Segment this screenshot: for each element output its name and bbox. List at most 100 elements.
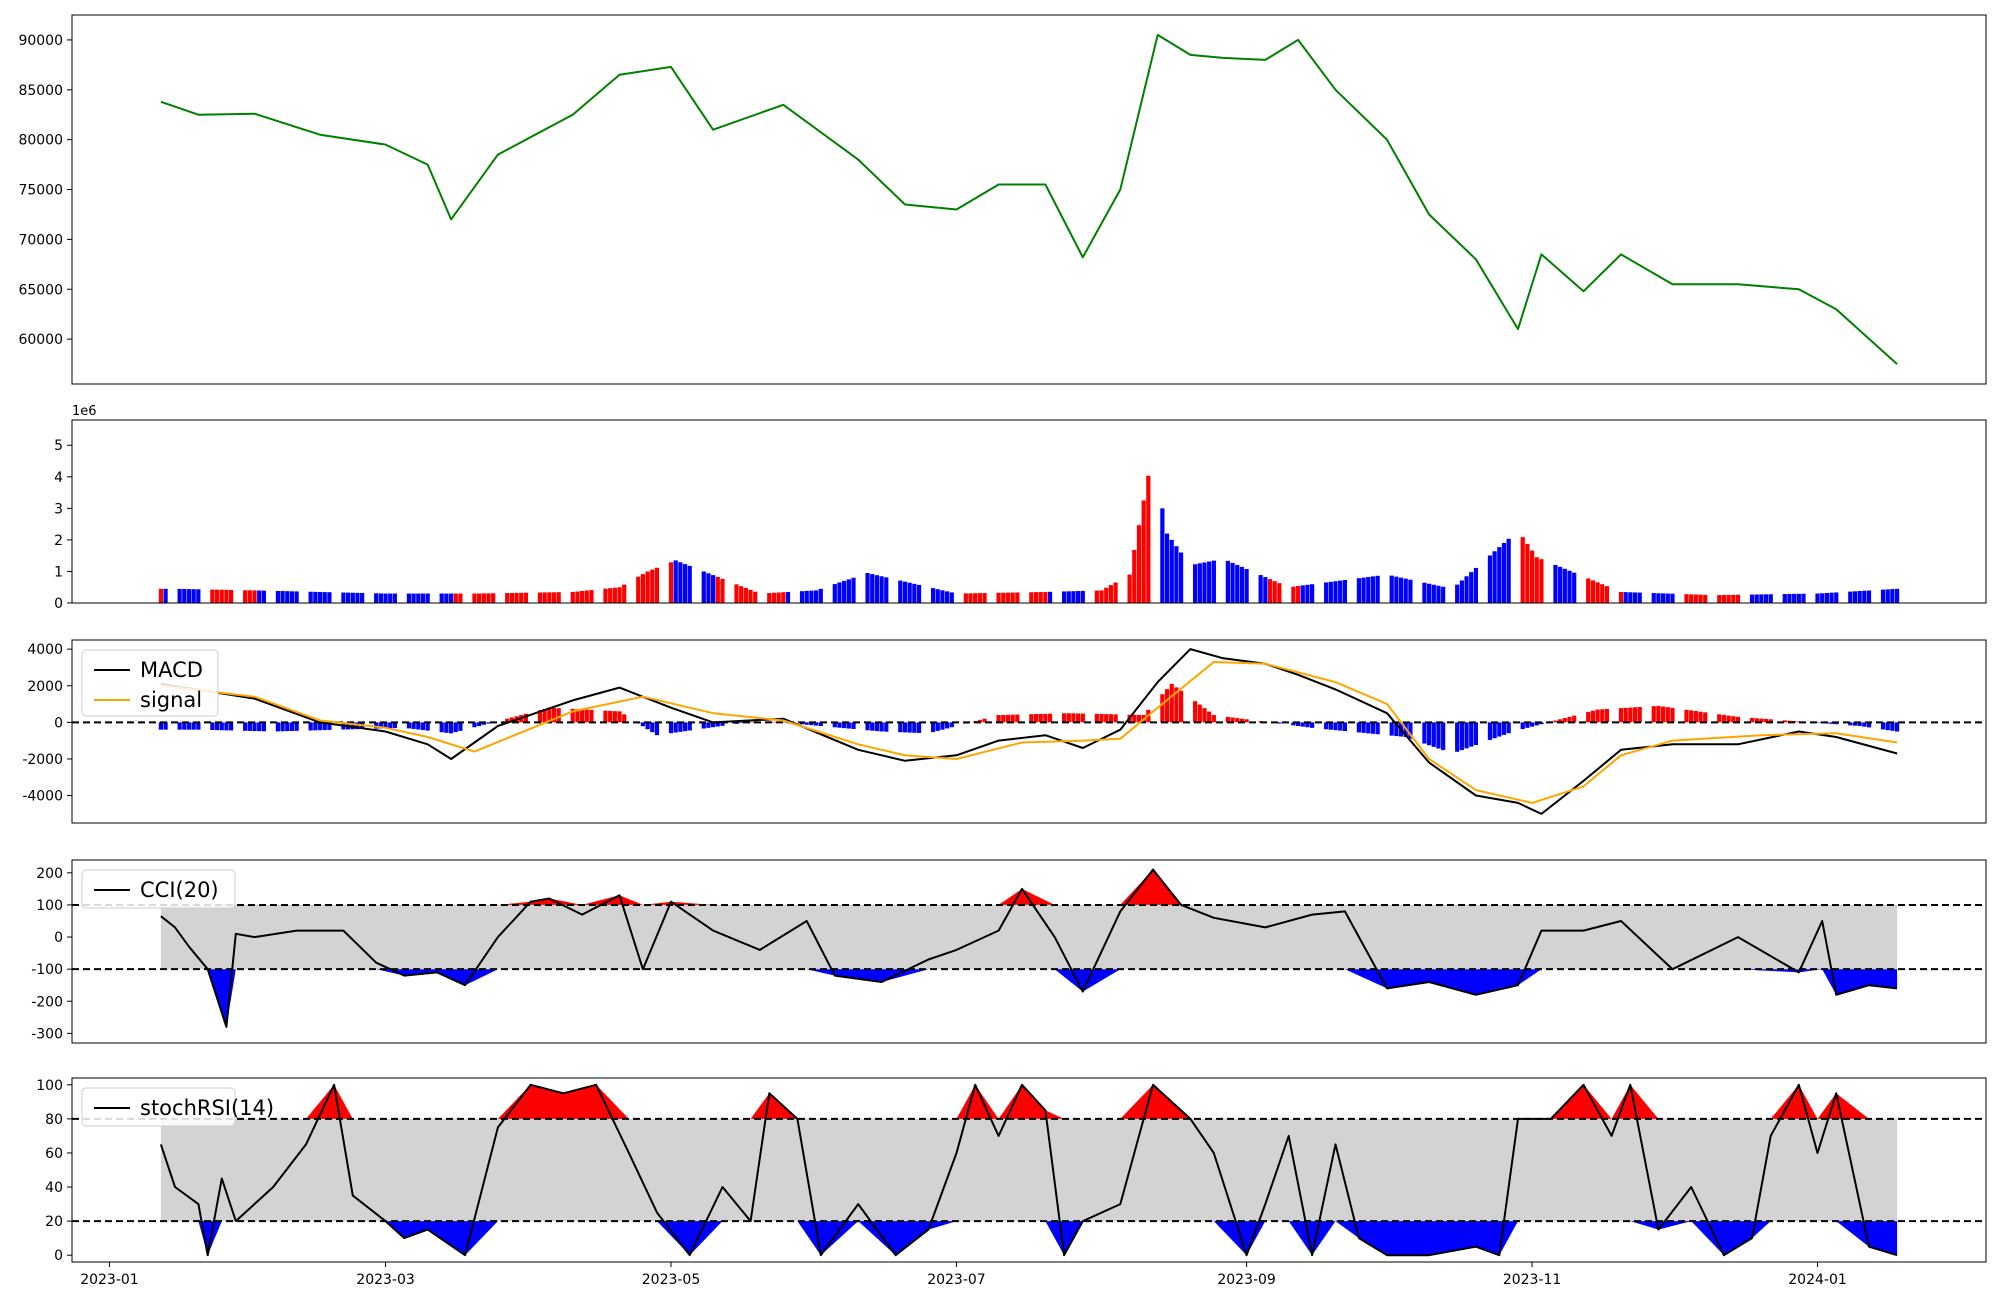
macd-histogram-bar — [879, 722, 884, 732]
macd-histogram-bar — [177, 722, 182, 730]
macd-histogram-bar — [505, 718, 510, 723]
macd-histogram-bar — [1759, 718, 1764, 723]
volume-bar — [411, 593, 416, 603]
macd-histogram-bar — [1497, 722, 1502, 737]
macd-histogram-bar — [584, 709, 589, 723]
volume-bar — [902, 581, 908, 603]
volume-bar — [1076, 591, 1081, 603]
volume-bar — [1127, 574, 1132, 603]
macd-histogram-bar — [420, 722, 426, 731]
macd-histogram-bar — [1894, 722, 1900, 732]
volume-bar — [776, 592, 781, 603]
volume-bar — [425, 593, 430, 603]
macd-histogram-bar — [1660, 706, 1666, 723]
volume-bar — [973, 593, 978, 603]
macd-histogram-bar — [1080, 713, 1085, 723]
macd-histogram-bar — [1277, 722, 1282, 724]
volume-bar — [734, 584, 739, 603]
volume-bar — [523, 592, 529, 603]
volume-bar — [940, 590, 945, 603]
macd-histogram-bar — [1604, 708, 1610, 723]
volume-bar — [1693, 594, 1698, 603]
macd-histogram-bar — [678, 722, 683, 732]
volume-bar — [327, 592, 332, 603]
volume-bar — [1169, 539, 1174, 603]
macd-histogram-bar — [1436, 722, 1441, 749]
macd-histogram-bar — [182, 722, 187, 730]
volume-bar — [1080, 590, 1085, 603]
volume-bar — [1572, 572, 1577, 603]
macd-histogram-bar — [224, 722, 229, 731]
volume-bar — [308, 591, 313, 603]
macd-histogram-bar — [1300, 722, 1305, 727]
macd-histogram-bar — [1174, 687, 1179, 723]
y-tick-label: 0 — [54, 596, 63, 612]
y-tick-label: 3 — [54, 501, 63, 517]
volume-bar — [1333, 581, 1338, 603]
macd-histogram-bar — [1670, 707, 1675, 723]
volume-bar — [1656, 593, 1661, 603]
volume-bar — [1235, 564, 1240, 603]
macd-histogram-bar — [229, 722, 234, 731]
macd-histogram-bar — [1595, 709, 1600, 723]
volume-bar — [818, 588, 823, 603]
volume-bar — [1820, 593, 1825, 603]
legend-box — [81, 869, 236, 909]
macd-histogram-bar — [865, 722, 870, 731]
macd-histogram-bar — [1356, 722, 1362, 733]
volume-bar — [1310, 584, 1315, 603]
volume-bar — [1094, 590, 1099, 603]
volume-bar — [406, 593, 412, 603]
volume-bar — [1529, 550, 1535, 603]
volume-bar — [158, 588, 164, 603]
volume-bar — [224, 589, 229, 603]
volume-bar — [1670, 593, 1675, 603]
volume-bar — [1113, 582, 1118, 603]
volume-bar — [1792, 593, 1797, 603]
volume-bar — [275, 590, 281, 603]
volume-bar — [575, 591, 580, 603]
macd-histogram-bar — [481, 722, 486, 725]
macd-histogram-bar — [1885, 722, 1890, 731]
volume-bar — [514, 592, 519, 603]
macd-histogram-bar — [940, 722, 945, 730]
macd-histogram-bar — [1094, 713, 1099, 723]
volume-bar — [1239, 566, 1245, 603]
macd-histogram-bar — [1132, 714, 1137, 723]
macd-histogram-bar — [1880, 722, 1886, 730]
macd-histogram-bar — [1295, 722, 1301, 727]
macd-histogram-bar — [1866, 722, 1872, 728]
macd-histogram-bar — [579, 709, 585, 723]
volume-bar — [341, 592, 346, 603]
macd-histogram-bar — [739, 722, 744, 724]
macd-histogram-bar — [1529, 722, 1535, 727]
macd-histogram-bar — [706, 722, 711, 728]
macd-histogram-bar — [1665, 707, 1670, 723]
y-tick-label: 90000 — [18, 33, 63, 49]
volume-bar — [1001, 592, 1006, 603]
volume-bar — [682, 564, 688, 603]
volume-bar — [374, 593, 379, 603]
macd-histogram-bar — [214, 722, 220, 731]
volume-bar — [874, 575, 880, 603]
volume-bar — [1689, 594, 1694, 603]
macd-histogram-bar — [1731, 716, 1736, 723]
volume-bar — [1894, 588, 1900, 603]
macd-histogram-bar — [1178, 690, 1184, 723]
volume-bar — [1834, 592, 1839, 603]
y-tick-label: -4000 — [22, 789, 63, 805]
macd-histogram-bar — [1328, 722, 1333, 730]
macd-histogram-bar — [1558, 719, 1563, 723]
volume-bar — [608, 588, 613, 603]
y-tick-label: -100 — [31, 962, 63, 978]
volume-bar — [383, 593, 388, 603]
macd-histogram-bar — [257, 722, 262, 732]
y-tick-label: 80 — [45, 1112, 63, 1128]
volume-bar — [420, 593, 426, 603]
volume-bar — [186, 589, 192, 603]
volume-bar — [1824, 592, 1829, 603]
macd-histogram-bar — [870, 722, 875, 731]
macd-histogram-bar — [907, 722, 912, 733]
macd-histogram-bar — [556, 708, 561, 723]
